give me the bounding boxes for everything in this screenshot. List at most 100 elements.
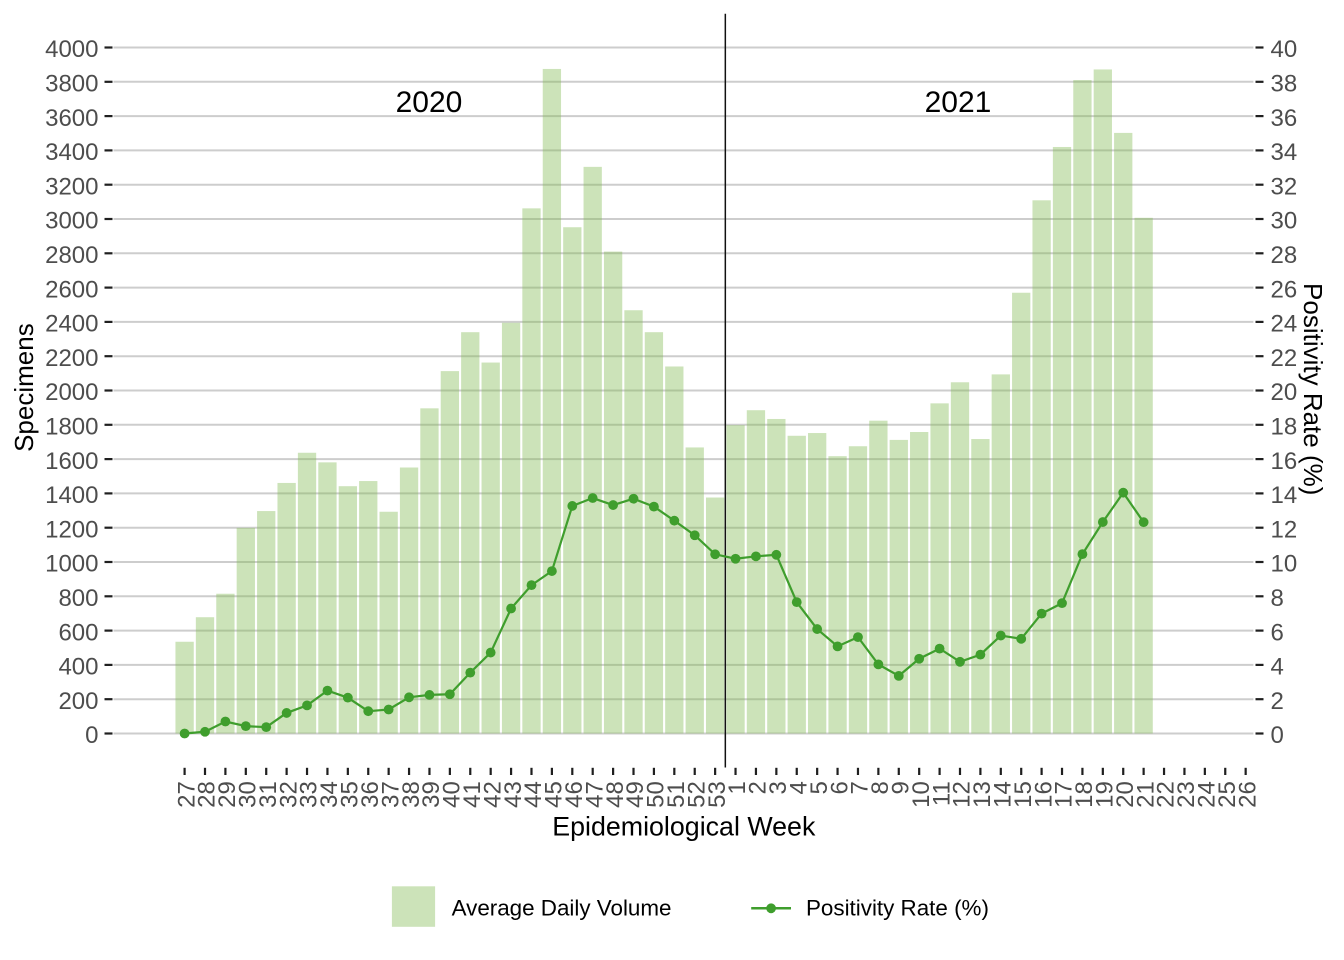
svg-text:16: 16 bbox=[1271, 448, 1298, 475]
svg-text:9: 9 bbox=[887, 781, 914, 794]
svg-text:1800: 1800 bbox=[45, 414, 98, 441]
svg-text:28: 28 bbox=[1271, 242, 1298, 269]
svg-text:20: 20 bbox=[1271, 379, 1298, 406]
svg-text:50: 50 bbox=[643, 781, 670, 808]
svg-text:51: 51 bbox=[663, 781, 690, 808]
svg-text:30: 30 bbox=[1271, 208, 1298, 235]
svg-text:3800: 3800 bbox=[45, 71, 98, 98]
svg-text:37: 37 bbox=[377, 781, 404, 808]
svg-text:21: 21 bbox=[1132, 781, 1159, 808]
svg-text:Specimens: Specimens bbox=[9, 323, 39, 452]
svg-text:26: 26 bbox=[1234, 781, 1261, 808]
svg-text:36: 36 bbox=[1271, 105, 1298, 132]
svg-text:14: 14 bbox=[990, 781, 1017, 808]
svg-text:10: 10 bbox=[908, 781, 935, 808]
svg-text:22: 22 bbox=[1271, 345, 1298, 372]
svg-text:40: 40 bbox=[1271, 36, 1298, 63]
svg-text:19: 19 bbox=[1092, 781, 1119, 808]
svg-text:3200: 3200 bbox=[45, 173, 98, 200]
svg-text:24: 24 bbox=[1194, 781, 1221, 808]
svg-text:30: 30 bbox=[235, 781, 262, 808]
svg-text:7: 7 bbox=[847, 781, 874, 794]
svg-text:6: 6 bbox=[1271, 619, 1284, 646]
svg-text:46: 46 bbox=[561, 781, 588, 808]
svg-text:32: 32 bbox=[275, 781, 302, 808]
svg-text:44: 44 bbox=[520, 781, 547, 808]
svg-text:8: 8 bbox=[867, 781, 894, 794]
svg-text:35: 35 bbox=[337, 781, 364, 808]
svg-text:38: 38 bbox=[398, 781, 425, 808]
svg-text:27: 27 bbox=[173, 781, 200, 808]
svg-text:Positivity Rate (%): Positivity Rate (%) bbox=[806, 895, 989, 920]
svg-text:26: 26 bbox=[1271, 276, 1298, 303]
svg-text:12: 12 bbox=[949, 781, 976, 808]
svg-text:400: 400 bbox=[58, 654, 98, 681]
svg-text:3600: 3600 bbox=[45, 105, 98, 132]
svg-text:49: 49 bbox=[622, 781, 649, 808]
svg-text:28: 28 bbox=[194, 781, 221, 808]
svg-text:2200: 2200 bbox=[45, 345, 98, 372]
svg-text:33: 33 bbox=[296, 781, 323, 808]
svg-text:52: 52 bbox=[683, 781, 710, 808]
svg-text:41: 41 bbox=[459, 781, 486, 808]
svg-text:32: 32 bbox=[1271, 173, 1298, 200]
svg-text:600: 600 bbox=[58, 619, 98, 646]
svg-text:25: 25 bbox=[1214, 781, 1241, 808]
svg-text:45: 45 bbox=[541, 781, 568, 808]
svg-text:12: 12 bbox=[1271, 516, 1298, 543]
svg-text:4: 4 bbox=[785, 781, 812, 794]
svg-text:Positivity Rate (%): Positivity Rate (%) bbox=[1298, 283, 1328, 495]
svg-text:20: 20 bbox=[1112, 781, 1139, 808]
svg-text:Epidemiological Week: Epidemiological Week bbox=[552, 812, 816, 842]
svg-text:2020: 2020 bbox=[396, 86, 463, 119]
svg-text:2: 2 bbox=[745, 781, 772, 794]
svg-text:2400: 2400 bbox=[45, 311, 98, 338]
svg-text:53: 53 bbox=[704, 781, 731, 808]
svg-text:2000: 2000 bbox=[45, 379, 98, 406]
svg-text:200: 200 bbox=[58, 688, 98, 715]
svg-text:4000: 4000 bbox=[45, 36, 98, 63]
svg-text:40: 40 bbox=[439, 781, 466, 808]
svg-text:2021: 2021 bbox=[925, 86, 992, 119]
svg-text:24: 24 bbox=[1271, 311, 1298, 338]
svg-text:17: 17 bbox=[1051, 781, 1078, 808]
svg-text:800: 800 bbox=[58, 585, 98, 612]
svg-text:3000: 3000 bbox=[45, 208, 98, 235]
svg-text:38: 38 bbox=[1271, 71, 1298, 98]
svg-text:11: 11 bbox=[928, 781, 955, 806]
svg-text:5: 5 bbox=[806, 781, 833, 794]
svg-text:2600: 2600 bbox=[45, 276, 98, 303]
svg-text:31: 31 bbox=[255, 781, 282, 808]
svg-text:36: 36 bbox=[357, 781, 384, 808]
svg-text:43: 43 bbox=[500, 781, 527, 808]
svg-text:34: 34 bbox=[1271, 139, 1298, 166]
svg-text:48: 48 bbox=[602, 781, 629, 808]
svg-text:23: 23 bbox=[1173, 781, 1200, 808]
svg-text:0: 0 bbox=[85, 722, 98, 749]
svg-text:14: 14 bbox=[1271, 482, 1298, 509]
svg-text:8: 8 bbox=[1271, 585, 1284, 612]
svg-text:42: 42 bbox=[479, 781, 506, 808]
svg-text:39: 39 bbox=[418, 781, 445, 808]
svg-text:18: 18 bbox=[1271, 414, 1298, 441]
svg-text:10: 10 bbox=[1271, 551, 1298, 578]
svg-text:1000: 1000 bbox=[45, 551, 98, 578]
svg-text:3400: 3400 bbox=[45, 139, 98, 166]
svg-text:1600: 1600 bbox=[45, 448, 98, 475]
svg-text:15: 15 bbox=[1010, 781, 1037, 808]
svg-text:47: 47 bbox=[581, 781, 608, 808]
svg-text:34: 34 bbox=[316, 781, 343, 808]
svg-text:Average Daily Volume: Average Daily Volume bbox=[452, 895, 672, 920]
svg-text:2800: 2800 bbox=[45, 242, 98, 269]
svg-text:1400: 1400 bbox=[45, 482, 98, 509]
svg-text:29: 29 bbox=[214, 781, 241, 808]
svg-text:22: 22 bbox=[1153, 781, 1180, 808]
svg-text:18: 18 bbox=[1071, 781, 1098, 808]
svg-text:16: 16 bbox=[1030, 781, 1057, 808]
svg-text:13: 13 bbox=[969, 781, 996, 808]
svg-text:6: 6 bbox=[826, 781, 853, 794]
svg-text:1200: 1200 bbox=[45, 516, 98, 543]
svg-text:1: 1 bbox=[724, 781, 751, 794]
svg-text:3: 3 bbox=[765, 781, 792, 794]
svg-text:4: 4 bbox=[1271, 654, 1284, 681]
